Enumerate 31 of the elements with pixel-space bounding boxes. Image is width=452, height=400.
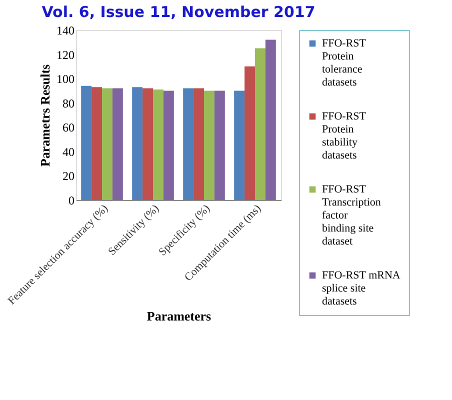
- bar: [142, 88, 153, 200]
- y-tick-label: 0: [68, 194, 74, 208]
- x-axis-title: Parameters: [146, 308, 212, 324]
- bar: [153, 90, 164, 200]
- y-tick-label: 20: [62, 169, 74, 184]
- bar: [214, 90, 225, 200]
- y-tick-label: 60: [62, 120, 74, 135]
- legend-label: FFO-RST mRNA splice site datasets: [322, 270, 400, 308]
- y-tick-label: 100: [56, 72, 74, 86]
- bar: [92, 87, 102, 200]
- bar: [81, 86, 92, 200]
- bar: [102, 88, 112, 200]
- bar: [194, 88, 204, 200]
- y-tick-label: 40: [62, 144, 74, 159]
- chart-title: Vol. 6, Issue 11, November 2017: [42, 3, 316, 21]
- y-tick-label: 80: [62, 96, 74, 110]
- legend-label: FFO-RST Transcription factor binding site dataset: [322, 184, 382, 248]
- bar: [244, 66, 255, 200]
- bar: [265, 40, 276, 200]
- bar: [204, 90, 214, 200]
- bar: [254, 48, 266, 200]
- bar: [132, 87, 143, 200]
- legend-label: FFO-RST Protein tolerance datasets: [322, 38, 366, 88]
- bar: [234, 90, 245, 200]
- y-tick-label: 140: [56, 24, 74, 38]
- y-axis-title: Parametrs Results: [38, 64, 52, 167]
- bar: [112, 88, 123, 200]
- legend-label: FFO-RST Protein stability datasets: [322, 110, 366, 162]
- y-tick-label: 120: [56, 48, 74, 62]
- bar: [163, 90, 174, 200]
- bar: [183, 88, 194, 200]
